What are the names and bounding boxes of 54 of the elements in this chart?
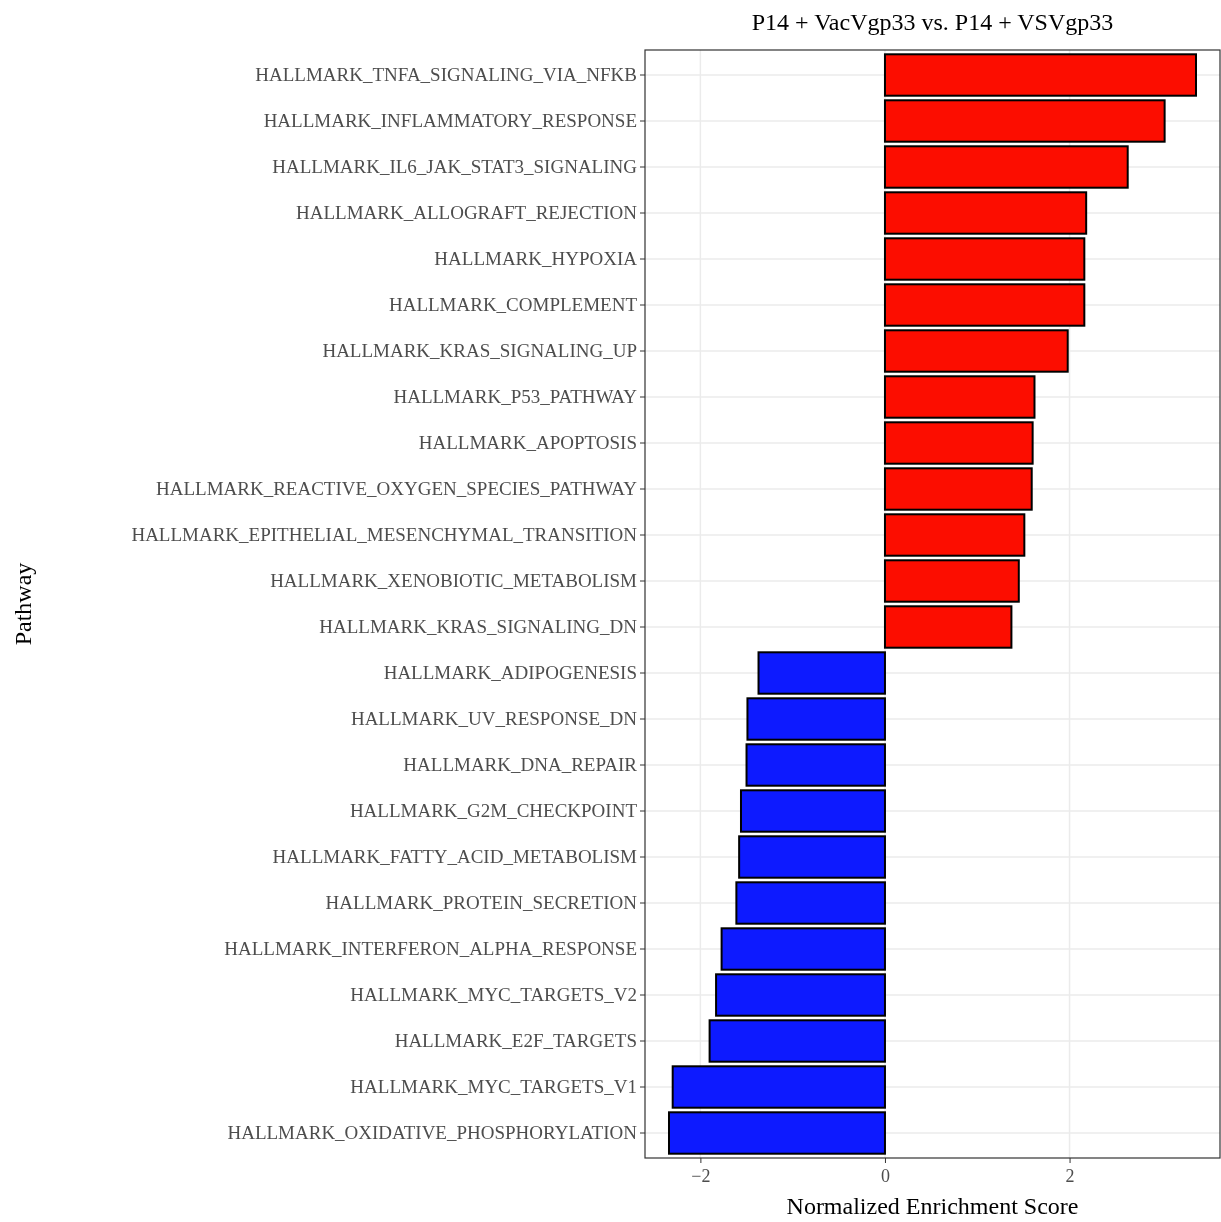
y-tick-label: HALLMARK_IL6_JAK_STAT3_SIGNALING: [272, 156, 638, 178]
chart-title: P14 + VacVgp33 vs. P14 + VSVgp33: [751, 9, 1114, 35]
x-tick-label: 2: [1065, 1166, 1075, 1187]
y-tick-label: HALLMARK_TNFA_SIGNALING_VIA_NFKB: [255, 64, 637, 86]
bar: [739, 789, 886, 833]
bar: [738, 835, 886, 879]
bar: [668, 1111, 886, 1155]
y-tick-label: HALLMARK_DNA_REPAIR: [403, 754, 638, 776]
y-tick-label: HALLMARK_MYC_TARGETS_V2: [350, 984, 637, 1006]
bar: [735, 881, 886, 925]
y-tick-label: HALLMARK_INTERFERON_ALPHA_RESPONSE: [224, 938, 637, 960]
y-tick-label: HALLMARK_FATTY_ACID_METABOLISM: [272, 846, 638, 868]
bar: [715, 973, 886, 1017]
bar: [746, 697, 886, 741]
y-tick-label: HALLMARK_ADIPOGENESIS: [383, 662, 637, 684]
y-tick-label: HALLMARK_REACTIVE_OXYGEN_SPECIES_PATHWAY: [155, 478, 638, 500]
y-tick-label: HALLMARK_ALLOGRAFT_REJECTION: [296, 202, 638, 224]
y-tick-label: HALLMARK_EPITHELIAL_MESENCHYMAL_TRANSITION: [131, 524, 638, 546]
y-axis-title: Pathway: [10, 562, 36, 646]
y-tick-label: HALLMARK_UV_RESPONSE_DN: [350, 708, 638, 730]
y-tick-label: HALLMARK_OXIDATIVE_PHOSPHORYLATION: [227, 1122, 638, 1144]
bar: [883, 329, 1069, 373]
x-tick-label: −2: [691, 1166, 711, 1187]
bar: [883, 53, 1197, 97]
y-tick-label: HALLMARK_XENOBIOTIC_METABOLISM: [270, 570, 638, 592]
y-tick-label: HALLMARK_APOPTOSIS: [418, 432, 637, 454]
y-tick-label: HALLMARK_HYPOXIA: [434, 248, 638, 270]
bar: [883, 421, 1034, 465]
x-tick-label: 0: [880, 1166, 890, 1187]
bar: [883, 605, 1013, 649]
y-tick-label: HALLMARK_KRAS_SIGNALING_UP: [322, 340, 637, 362]
bar: [883, 99, 1166, 143]
y-tick-label: HALLMARK_MYC_TARGETS_V1: [350, 1076, 637, 1098]
bar: [883, 467, 1033, 511]
bar: [883, 237, 1086, 281]
x-axis-title: Normalized Enrichment Score: [786, 1193, 1079, 1219]
y-tick-label: HALLMARK_KRAS_SIGNALING_DN: [319, 616, 638, 638]
bar: [883, 283, 1086, 327]
bar: [757, 651, 886, 695]
bar: [883, 145, 1129, 189]
y-tick-label: HALLMARK_INFLAMMATORY_RESPONSE: [263, 110, 637, 132]
y-tick-label: HALLMARK_COMPLEMENT: [388, 294, 638, 316]
bar: [883, 375, 1036, 419]
y-tick-label: HALLMARK_E2F_TARGETS: [394, 1030, 637, 1052]
bar: [708, 1019, 886, 1063]
bar: [671, 1065, 886, 1109]
y-tick-label: HALLMARK_G2M_CHECKPOINT: [349, 800, 638, 822]
y-tick-label: HALLMARK_PROTEIN_SECRETION: [325, 892, 638, 914]
bar: [883, 513, 1026, 557]
bar: [883, 191, 1088, 235]
bar: [883, 559, 1020, 603]
bar: [720, 927, 886, 971]
y-tick-label: HALLMARK_P53_PATHWAY: [393, 386, 638, 408]
bar: [745, 743, 886, 787]
